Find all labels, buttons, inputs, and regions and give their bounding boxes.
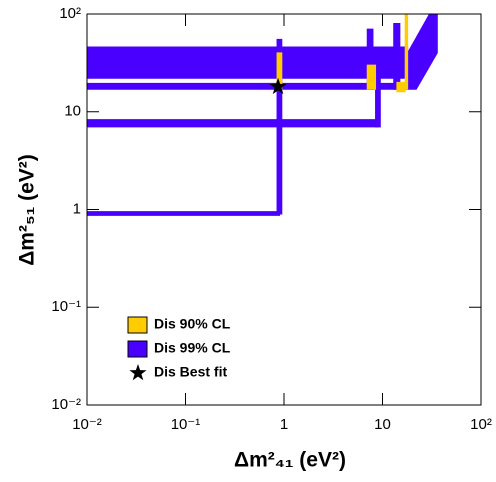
cl-region: [366, 64, 377, 90]
plot-area: [86, 13, 438, 216]
legend-swatch: [127, 316, 148, 334]
best-fit-marker: [269, 77, 287, 95]
legend-label: Dis Best fit: [154, 364, 227, 380]
y-tick-label: 1: [73, 200, 81, 217]
y-tick-label: 10⁻¹: [51, 298, 81, 315]
legend-swatch: [129, 364, 147, 381]
y-tick-label: 10²: [59, 5, 81, 22]
cl-region: [375, 64, 381, 128]
legend-swatch: [127, 340, 148, 358]
y-tick-label: 10⁻²: [51, 396, 81, 413]
y-tick-label: 10: [64, 103, 81, 120]
legend-label: Dis 90% CL: [154, 316, 231, 332]
cl-region: [86, 46, 409, 79]
x-tick-label: 10²: [470, 416, 492, 433]
cl-region: [86, 82, 409, 90]
cl-region: [86, 119, 379, 128]
x-tick-label: 10⁻¹: [171, 416, 201, 433]
y-axis-label: Δm²₅₁ (eV²): [16, 154, 39, 266]
cl-region: [407, 13, 438, 90]
x-tick-label: 1: [280, 416, 288, 433]
x-tick-label: 10⁻²: [72, 416, 102, 433]
cl-region: [86, 211, 280, 216]
legend-label: Dis 99% CL: [154, 340, 231, 356]
x-axis-label: Δm²₄₁ (eV²): [234, 449, 346, 472]
cl-region: [393, 22, 401, 90]
cl-region: [404, 13, 409, 90]
cl-region: [396, 81, 406, 93]
x-tick-label: 10: [374, 416, 391, 433]
